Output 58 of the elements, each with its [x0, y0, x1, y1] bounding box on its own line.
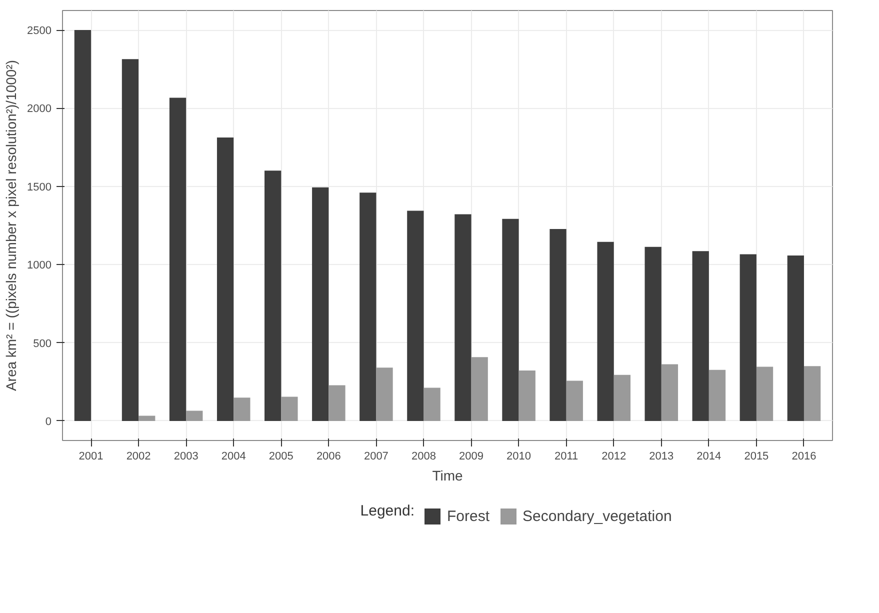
x-tick-label: 2015 — [744, 450, 769, 462]
bar — [376, 368, 393, 421]
bar — [234, 398, 250, 421]
x-tick-label: 2008 — [412, 450, 436, 462]
x-tick-label: 2006 — [316, 450, 341, 462]
y-tick-label: 2000 — [27, 103, 52, 116]
bar — [74, 30, 92, 421]
bar — [804, 366, 821, 421]
x-tick-label: 2011 — [554, 450, 578, 462]
x-tick-label: 2010 — [506, 450, 532, 462]
x-tick-label: 2002 — [126, 450, 151, 462]
x-tick-label: 2007 — [364, 450, 388, 462]
legend-label: Forest — [447, 508, 490, 524]
x-tick-label: 2004 — [221, 450, 246, 462]
x-tick-label: 2003 — [174, 450, 198, 462]
bar — [502, 218, 519, 421]
x-axis-title: Time — [432, 468, 464, 484]
bar — [138, 416, 156, 421]
legend-title: Legend: — [360, 502, 415, 520]
y-tick-label: 0 — [45, 416, 52, 428]
bar — [518, 370, 536, 421]
bar — [614, 374, 630, 421]
x-tick-label: 2016 — [792, 450, 816, 462]
y-tick-label: 1000 — [27, 260, 52, 272]
bar — [692, 251, 709, 421]
bar — [216, 137, 234, 421]
x-tick-label: 2005 — [268, 450, 294, 462]
bar — [471, 357, 488, 421]
x-tick-label: 2012 — [602, 450, 626, 462]
x-tick-label: 2013 — [649, 450, 674, 462]
bar — [424, 388, 440, 421]
bar — [787, 256, 804, 421]
bar — [186, 410, 203, 421]
bar — [281, 396, 298, 421]
x-tick-label: 2014 — [696, 450, 722, 462]
bar — [360, 192, 376, 421]
legend-label: Secondary_vegetation — [522, 508, 672, 524]
bar — [328, 385, 346, 421]
bar — [264, 170, 282, 421]
bar — [597, 242, 614, 421]
y-tick-label: 1500 — [27, 181, 52, 194]
bar — [169, 98, 186, 421]
y-tick-label: 2500 — [27, 25, 52, 38]
bar — [122, 59, 139, 421]
bar — [454, 214, 472, 421]
bar — [644, 246, 662, 421]
y-tick-label: 500 — [33, 338, 52, 350]
x-tick-label: 2009 — [459, 450, 484, 462]
bar — [312, 187, 329, 421]
x-tick-label: 2001 — [78, 450, 104, 462]
bar — [550, 228, 566, 421]
y-axis-title: Area km² = ((pixels number x pixel resolution²)/1000²) — [3, 60, 20, 392]
bar — [708, 370, 726, 421]
bar — [661, 364, 678, 421]
bar — [407, 210, 424, 421]
bar — [740, 254, 756, 421]
bar — [756, 366, 774, 421]
bar — [566, 380, 583, 421]
